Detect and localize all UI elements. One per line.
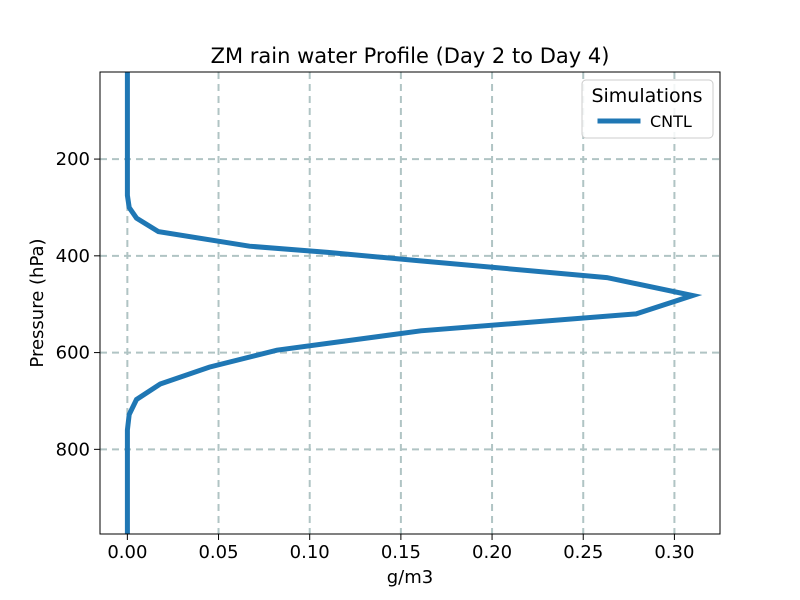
x-tick-label: 0.00: [107, 542, 147, 563]
x-tick-label: 0.30: [654, 542, 694, 563]
x-tick-label: 0.25: [563, 542, 603, 563]
x-tick-label: 0.15: [381, 542, 421, 563]
chart-title: ZM rain water Profile (Day 2 to Day 4): [211, 44, 610, 68]
y-tick-label: 200: [56, 149, 90, 170]
plot-frame: [99, 71, 721, 535]
y-tick-label: 800: [56, 439, 90, 460]
series-line-cntl: [124, 72, 703, 534]
x-tick-label: 0.10: [290, 542, 330, 563]
x-tick-label: 0.20: [472, 542, 512, 563]
grid-layer: [100, 72, 720, 534]
x-axis-label: g/m3: [387, 567, 433, 588]
series-layer: [124, 72, 703, 534]
legend-label-cntl: CNTL: [650, 112, 692, 131]
y-tick-label: 600: [56, 343, 90, 364]
y-tick-label: 400: [56, 246, 90, 267]
legend-title: Simulations: [591, 85, 702, 107]
y-axis-label: Pressure (hPa): [27, 238, 48, 367]
x-tick-label: 0.05: [198, 542, 238, 563]
ticks-layer: 0.00 0.05 0.10 0.15 0.20 0.25 0.30 200 400 600 800: [56, 149, 695, 563]
legend: Simulations CNTL: [581, 79, 714, 139]
